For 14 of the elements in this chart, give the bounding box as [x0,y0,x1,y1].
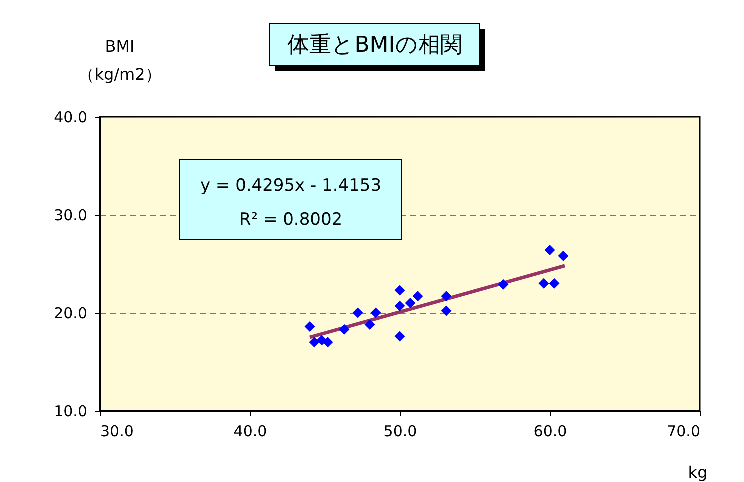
y-axis-title: BMI （kg/m2） [78,37,162,84]
x-axis-title: kg [688,463,708,482]
annotation: y = 0.4295x - 1.4153 [200,176,382,196]
x-tick-label: 50.0 [384,422,418,440]
y-tick-label: 20.0 [54,304,88,322]
x-tick-label: 40.0 [234,422,268,440]
x-tick-label: 30.0 [100,422,134,440]
y-tick-label: 30.0 [54,206,88,224]
x-tick-label: 70.0 [667,422,700,440]
annotation: R² = 0.8002 [239,210,343,230]
y-tick-label: 10.0 [54,402,88,420]
x-tick-label: 60.0 [534,422,568,440]
chart-title: 体重とBMIの相関 [288,33,462,58]
y-tick-label: 40.0 [54,108,88,126]
